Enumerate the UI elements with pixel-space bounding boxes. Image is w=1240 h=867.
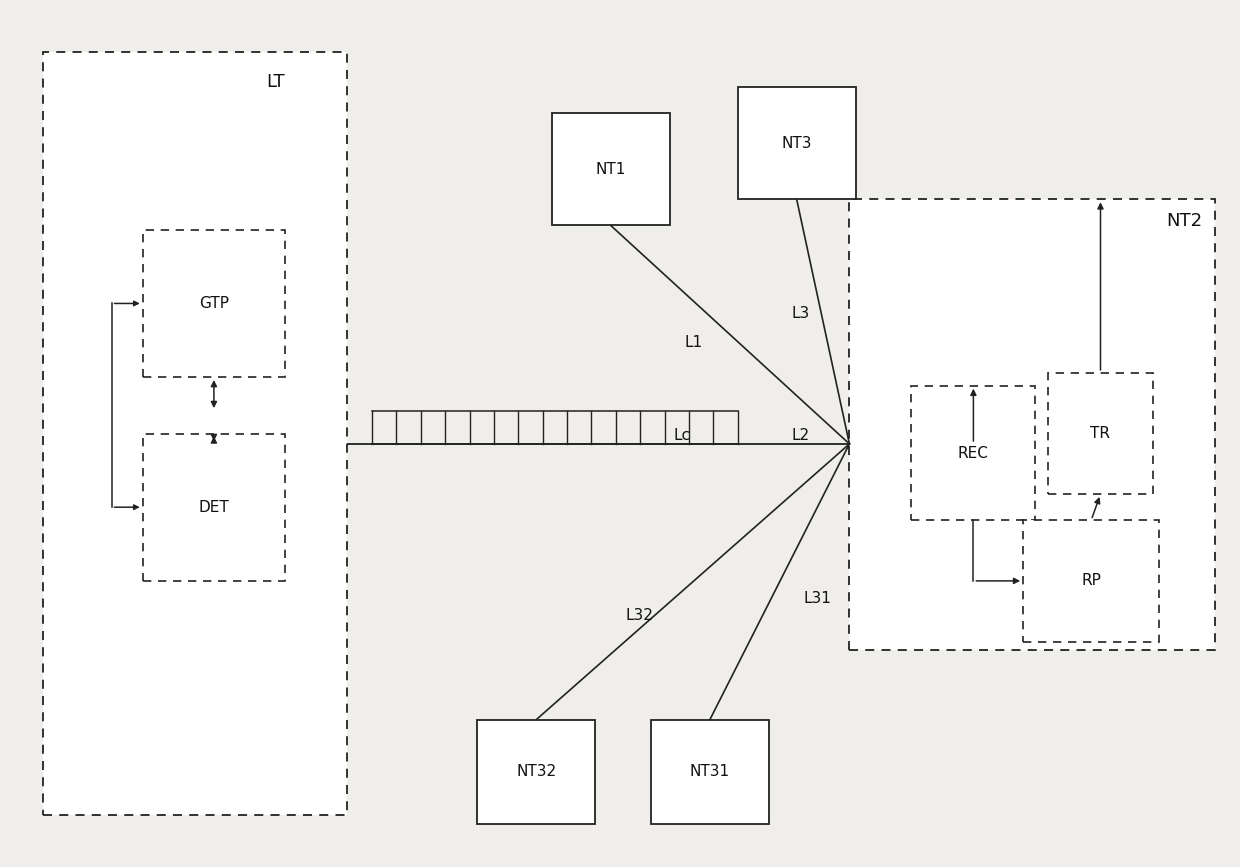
Text: RP: RP — [1081, 573, 1101, 589]
Polygon shape — [1048, 373, 1153, 494]
Polygon shape — [143, 230, 285, 377]
Text: L31: L31 — [804, 590, 831, 606]
Polygon shape — [43, 52, 347, 815]
Text: L2: L2 — [791, 427, 810, 443]
Text: GTP: GTP — [198, 296, 229, 311]
Text: L1: L1 — [684, 335, 703, 350]
Text: REC: REC — [959, 446, 988, 460]
Text: NT3: NT3 — [781, 135, 812, 151]
Polygon shape — [143, 434, 285, 581]
Polygon shape — [1023, 520, 1159, 642]
Text: LT: LT — [265, 74, 285, 91]
Text: Lc: Lc — [673, 427, 691, 443]
Text: NT31: NT31 — [689, 764, 730, 779]
Text: NT2: NT2 — [1166, 212, 1203, 230]
Text: NT1: NT1 — [595, 161, 626, 177]
Polygon shape — [651, 720, 769, 824]
Text: L3: L3 — [791, 306, 810, 322]
Polygon shape — [477, 720, 595, 824]
Text: NT32: NT32 — [516, 764, 557, 779]
Polygon shape — [552, 113, 670, 225]
Text: DET: DET — [198, 499, 229, 515]
Polygon shape — [911, 386, 1035, 520]
Text: L32: L32 — [626, 608, 653, 623]
Polygon shape — [738, 87, 856, 199]
Text: TR: TR — [1090, 426, 1111, 441]
Polygon shape — [849, 199, 1215, 650]
